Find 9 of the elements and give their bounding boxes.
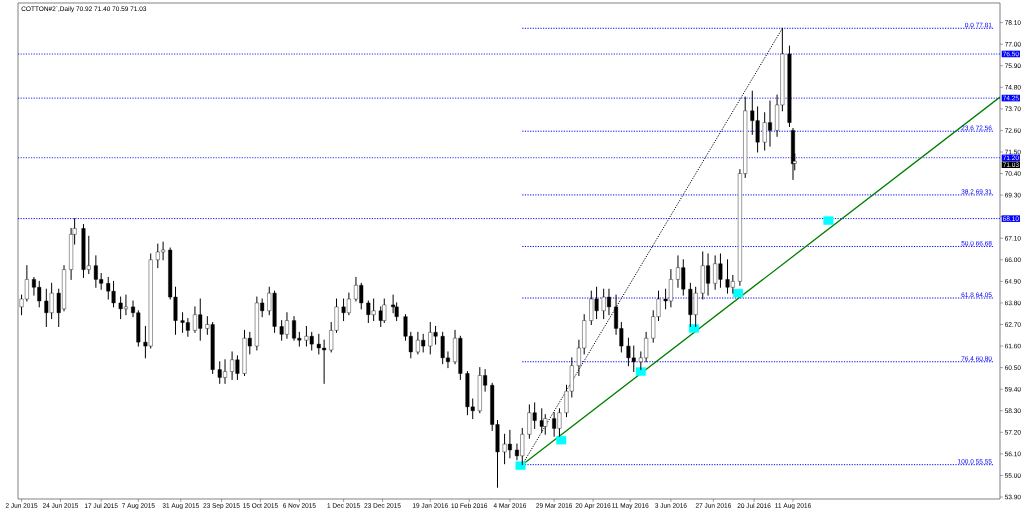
candlestick — [378, 306, 383, 327]
point — [635, 367, 646, 376]
candlestick — [382, 298, 387, 324]
point — [515, 461, 526, 470]
candlestick — [539, 408, 544, 433]
point — [733, 288, 744, 298]
point — [556, 435, 567, 445]
point — [823, 216, 834, 225]
point — [688, 324, 699, 333]
